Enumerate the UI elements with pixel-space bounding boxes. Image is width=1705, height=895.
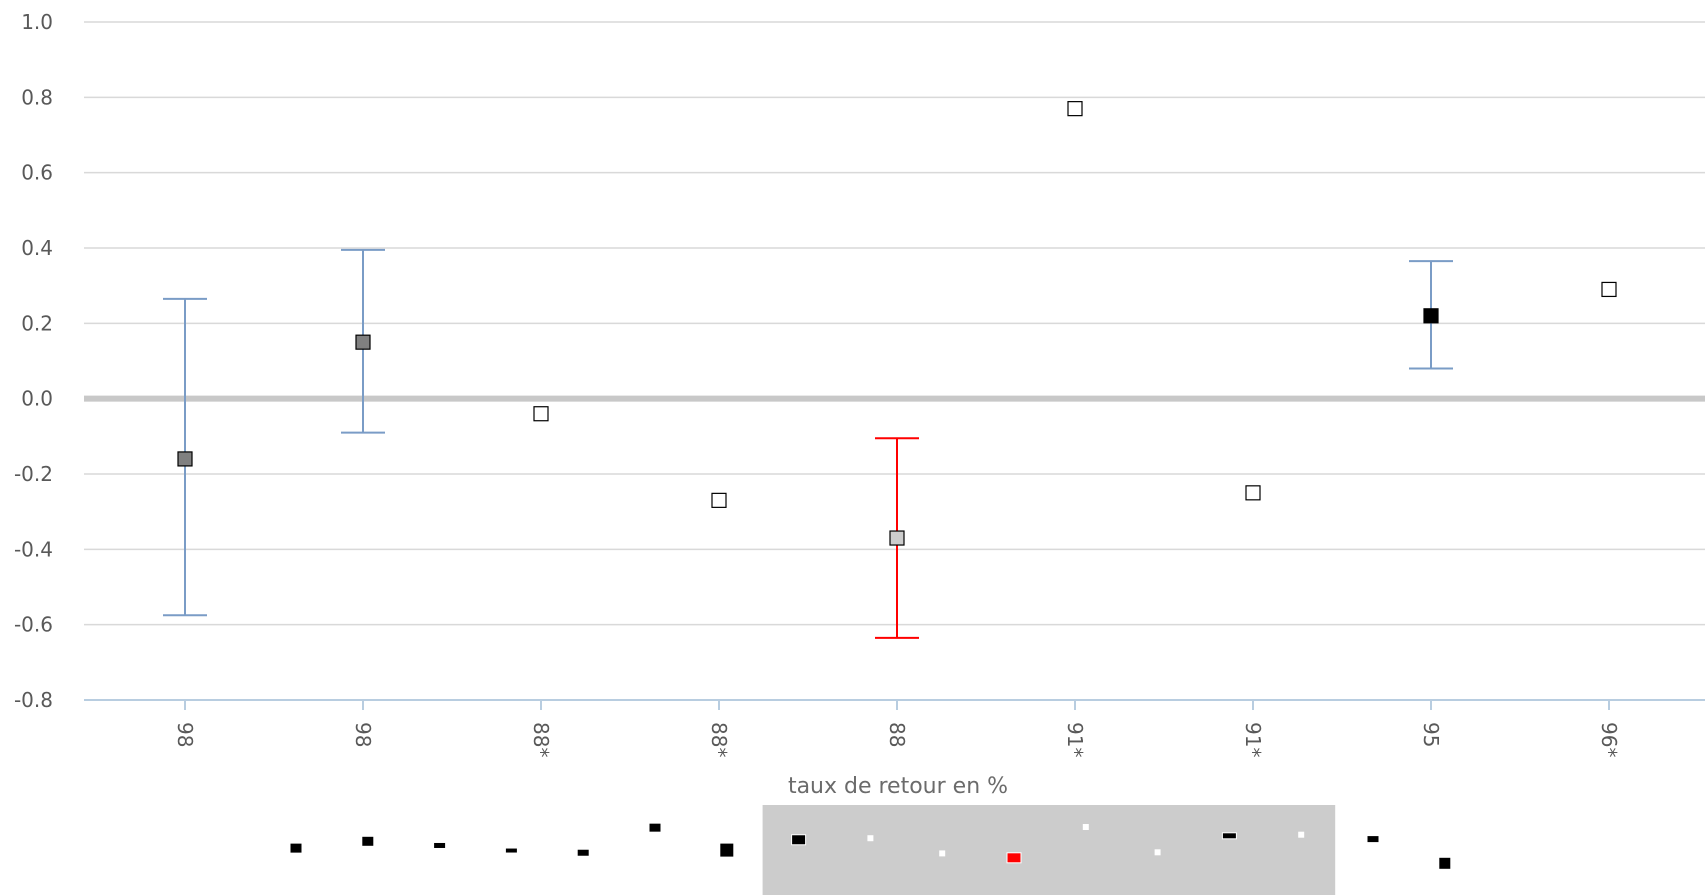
grid-lines (84, 21, 1705, 626)
x-tick-label: 98 (173, 722, 197, 747)
x-axis-title: taux de retour en % (788, 774, 1008, 799)
y-tick-label: 0.6 (21, 161, 53, 185)
y-tick-label: -0.8 (14, 688, 53, 712)
data-point (1067, 101, 1083, 117)
data-point (177, 451, 193, 467)
navigator-point (433, 841, 447, 849)
navigator-point (1438, 856, 1452, 870)
y-tick-label: 0.2 (21, 311, 53, 335)
x-tick-label: 88 (885, 722, 909, 747)
y-tick-label: -0.2 (14, 462, 53, 486)
navigator-point (1366, 835, 1380, 844)
x-tick-label: 96* (1597, 722, 1621, 757)
y-tick-label: 0.0 (21, 387, 53, 411)
x-tick-label: 91* (1241, 722, 1265, 757)
data-point (533, 406, 549, 422)
y-tick-label: 0.4 (21, 236, 53, 260)
error-bars (163, 248, 1453, 639)
navigator-point (1221, 832, 1237, 840)
y-tick-label: 0.8 (21, 85, 53, 109)
navigator-point (576, 848, 590, 857)
navigator-point (1006, 852, 1022, 864)
range-navigator[interactable] (289, 805, 1452, 895)
y-tick-label: -0.6 (14, 613, 53, 637)
y-tick-label: -0.4 (14, 537, 53, 561)
data-points (177, 101, 1617, 546)
data-point (1423, 308, 1439, 324)
x-tick-label: 95 (1419, 722, 1443, 747)
data-point (355, 334, 371, 350)
navigator-point (867, 835, 874, 842)
navigator-point (504, 847, 518, 854)
x-tick-label: 98 (351, 722, 375, 747)
data-point (1601, 281, 1617, 298)
data-point (711, 492, 727, 508)
y-axis-ticks: 1.0 0.8 0.6 0.4 0.2 0.0 -0.2 -0.4 -0.6 -0.8 (14, 10, 53, 712)
navigator-point (648, 822, 662, 833)
x-tick-label: 88* (529, 722, 553, 757)
x-axis (84, 699, 1705, 710)
data-point (1245, 485, 1261, 501)
x-tick-label: 88* (707, 722, 731, 757)
navigator-point (289, 842, 303, 854)
navigator-point (719, 842, 735, 858)
x-tick-label: 91* (1063, 722, 1087, 757)
data-point (889, 530, 905, 546)
x-axis-ticks: 98 98 88* 88* 88 91* 91* 95 96* (173, 722, 1621, 757)
navigator-point (791, 834, 807, 846)
navigator-point (939, 850, 946, 857)
navigator-point (1082, 824, 1089, 830)
navigator-window[interactable] (762, 805, 1336, 895)
navigator-point (1298, 831, 1305, 838)
y-tick-label: 1.0 (21, 10, 53, 34)
navigator-point (1154, 849, 1161, 856)
navigator-point (361, 835, 375, 847)
